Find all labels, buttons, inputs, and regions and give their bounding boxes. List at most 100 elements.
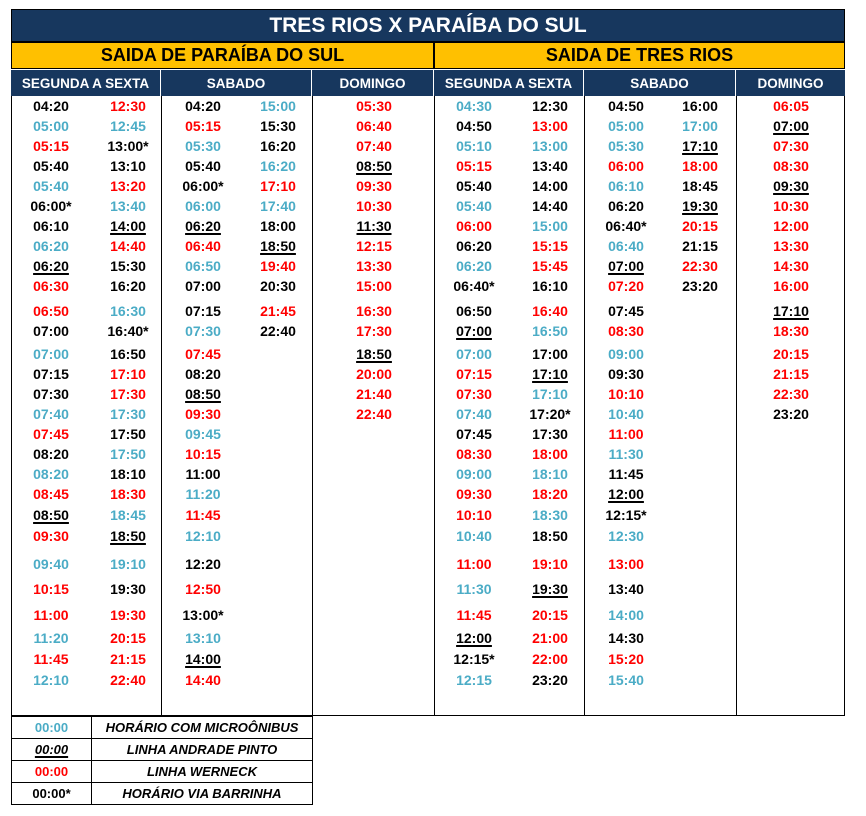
schedule-time: 22:00: [532, 651, 568, 667]
schedule-time: 11:00: [185, 466, 221, 482]
schedule-time: 10:15: [185, 446, 221, 462]
legend-description: LINHA WERNECK: [91, 760, 313, 783]
schedule-time: 05:00: [33, 118, 69, 134]
schedule-time: 11:45: [185, 507, 221, 523]
schedule-time: 11:20: [185, 486, 221, 502]
schedule-time: 18:00: [260, 218, 296, 234]
schedule-time: 08:30: [773, 158, 809, 174]
schedule-time: 06:40*: [605, 218, 647, 234]
column-header-tres-rios-saturday: SABADO: [584, 70, 736, 96]
schedule-time: 07:00: [773, 118, 809, 134]
schedule-time: 20:15: [532, 607, 568, 623]
schedule-time: 07:45: [33, 426, 69, 442]
schedule-time: 07:40: [33, 406, 69, 422]
legend-code: 00:00: [11, 738, 92, 761]
schedule-time: 11:45: [33, 651, 69, 667]
schedule-time: 07:20: [608, 278, 644, 294]
legend-row: 00:00 LINHA ANDRADE PINTO: [11, 738, 313, 761]
schedule-time: 18:50: [356, 346, 392, 362]
schedule-time: 19:10: [532, 556, 568, 572]
schedule-time: 20:15: [773, 346, 809, 362]
schedule-time: 22:30: [773, 386, 809, 402]
schedule-time: 06:00: [608, 158, 644, 174]
schedule-time: 11:00: [456, 556, 492, 572]
schedule-time: 17:30: [532, 426, 568, 442]
schedule-time: 18:00: [682, 158, 718, 174]
schedule-time: 05:40: [33, 158, 69, 174]
schedule-time: 06:00: [185, 198, 221, 214]
schedule-time: 17:20*: [529, 406, 571, 422]
schedule-time: 12:30: [110, 98, 146, 114]
schedule-time: 05:30: [356, 98, 392, 114]
schedule-time: 13:40: [110, 198, 146, 214]
schedule-time: 17:10: [773, 303, 809, 319]
schedule-time: 14:40: [532, 198, 568, 214]
schedule-time: 06:20: [456, 258, 492, 274]
schedule-time: 16:00: [773, 278, 809, 294]
column-header-tres-rios-sunday: DOMINGO: [736, 70, 845, 96]
schedule-time: 17:50: [110, 426, 146, 442]
schedule-time: 23:20: [773, 406, 809, 422]
schedule-time: 13:30: [773, 238, 809, 254]
schedule-time: 06:30: [33, 278, 69, 294]
schedule-time: 07:00: [185, 278, 221, 294]
schedule-time: 14:00: [185, 651, 221, 667]
legend-code: 00:00: [11, 760, 92, 783]
schedule-time: 20:30: [260, 278, 296, 294]
schedule-time: 07:00: [456, 323, 492, 339]
schedule-time: 06:20: [33, 258, 69, 274]
legend-row: 00:00 LINHA WERNECK: [11, 760, 313, 783]
schedule-time: 14:00: [608, 607, 644, 623]
schedule-time: 10:10: [456, 507, 492, 523]
schedule-time: 09:30: [773, 178, 809, 194]
schedule-time: 08:20: [33, 466, 69, 482]
schedule-time: 14:30: [773, 258, 809, 274]
schedule-time: 06:40*: [453, 278, 495, 294]
schedule-time: 19:30: [110, 607, 146, 623]
schedule-time: 08:30: [456, 446, 492, 462]
schedule-time: 18:30: [110, 486, 146, 502]
schedule-time: 18:50: [260, 238, 296, 254]
schedule-time: 17:10: [260, 178, 296, 194]
schedule-time: 13:00*: [107, 138, 149, 154]
schedule-time: 04:20: [185, 98, 221, 114]
schedule-time: 06:05: [773, 98, 809, 114]
schedule-time: 23:20: [682, 278, 718, 294]
legend: 00:00 HORÁRIO COM MICROÔNIBUS 00:00 LINHA A…: [11, 716, 313, 805]
column-header-tres-rios-weekday: SEGUNDA A SEXTA: [434, 70, 584, 96]
schedule-time: 07:40: [456, 406, 492, 422]
schedule-time: 06:40: [185, 238, 221, 254]
schedule-time: 09:00: [608, 346, 644, 362]
schedule-time: 08:45: [33, 486, 69, 502]
schedule-time: 18:10: [110, 466, 146, 482]
schedule-time: 15:15: [532, 238, 568, 254]
schedule-time: 11:45: [608, 466, 644, 482]
schedule-time: 16:20: [110, 278, 146, 294]
schedule-time: 19:40: [260, 258, 296, 274]
schedule-time: 17:00: [532, 346, 568, 362]
column-paraiba-weekday: 04:20 05:00 05:15 05:40 05:40 06:00* 06:10 06:2…: [11, 96, 161, 716]
schedule-time: 13:00*: [182, 607, 224, 623]
schedule-time: 22:40: [110, 672, 146, 688]
schedule-time: 18:20: [532, 486, 568, 502]
schedule-time: 15:20: [608, 651, 644, 667]
schedule-time: 08:50: [356, 158, 392, 174]
schedule-time: 10:40: [608, 406, 644, 422]
schedule-time: 20:00: [356, 366, 392, 382]
schedule-time: 06:00*: [182, 178, 224, 194]
column-paraiba-sunday: 05:30 06:40 07:40 08:50 09:30 10:30 11:30 12:15…: [312, 96, 434, 716]
schedule-time: 05:40: [456, 178, 492, 194]
schedule-time: 15:00: [532, 218, 568, 234]
schedule-time: 09:30: [356, 178, 392, 194]
schedule-time: 08:50: [33, 507, 69, 523]
schedule-time: 17:00: [682, 118, 718, 134]
schedule-time: 14:00: [532, 178, 568, 194]
schedule-time: 05:40: [185, 158, 221, 174]
schedule-time: 14:40: [110, 238, 146, 254]
schedule-time: 06:20: [456, 238, 492, 254]
schedule-time: 15:30: [110, 258, 146, 274]
schedule-time: 10:30: [773, 198, 809, 214]
schedule-time: 13:30: [356, 258, 392, 274]
section-header-tres-rios: SAIDA DE TRES RIOS: [434, 42, 845, 69]
legend-row: 00:00 HORÁRIO COM MICROÔNIBUS: [11, 716, 313, 739]
